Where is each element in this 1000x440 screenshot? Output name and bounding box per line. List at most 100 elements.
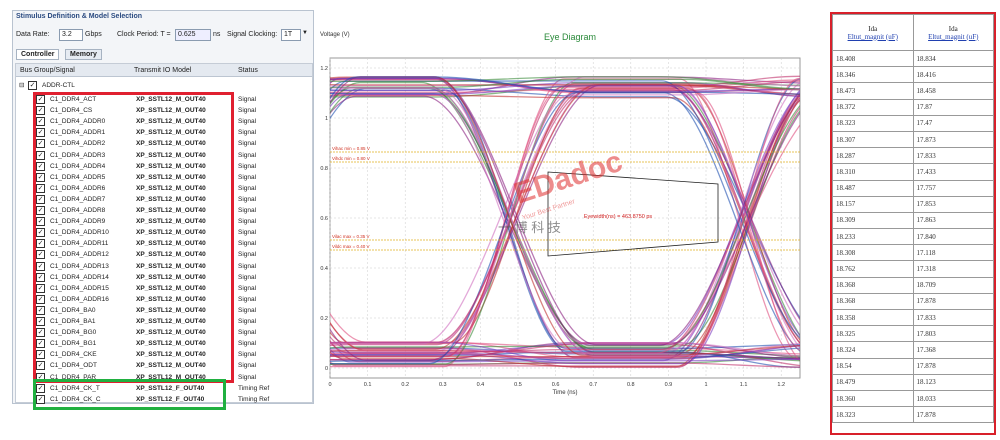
io-model: XP_SSTL12_M_OUT40: [136, 229, 206, 237]
table-row: 18.323 17.878: [832, 406, 994, 424]
checkbox[interactable]: ✓: [36, 95, 45, 104]
checkbox[interactable]: ✓: [36, 161, 45, 171]
checkbox[interactable]: ✓: [36, 305, 45, 315]
data-rate-input[interactable]: 3.2: [59, 29, 83, 41]
trace: [330, 92, 800, 365]
cell: 17.87: [912, 98, 994, 116]
cell: 18.473: [832, 82, 914, 100]
checkbox[interactable]: ✓: [36, 150, 45, 160]
checkbox[interactable]: ✓: [36, 394, 45, 404]
signal-row: ✓ C1_DDR4_ADDR6 XP_SSTL12_M_OUT40 Signal: [16, 183, 314, 194]
status: Signal: [238, 295, 257, 303]
cell: 18.324: [832, 341, 914, 359]
signal-row: ✓ C1_DDR4_BG0 XP_SSTL12_M_OUT40 Signal: [16, 327, 314, 338]
checkbox[interactable]: ✓: [36, 250, 45, 260]
tab[interactable]: Memory: [65, 49, 102, 60]
table-row: 18.325 17.803: [832, 325, 994, 343]
signal-name: C1_DDR4_CK_T: [50, 384, 100, 392]
cell: 17.833: [912, 308, 994, 327]
status: Timing Ref: [238, 395, 270, 403]
column-header: Ida Eltut_magnit (uF): [912, 14, 994, 51]
signal-name: C1_DDR4_ADDR4: [50, 162, 106, 170]
checkbox[interactable]: ✓: [36, 206, 45, 215]
table-row: 18.368 17.878: [832, 292, 994, 311]
checkbox[interactable]: ✓: [36, 228, 45, 238]
cell: 18.307: [832, 130, 914, 149]
status: Signal: [238, 251, 257, 259]
table-header: Bus Group/Signal Transmit IO Model Statu…: [16, 64, 312, 77]
checkbox[interactable]: ✓: [36, 272, 45, 282]
cell: 18.709: [912, 276, 994, 294]
clocking-select[interactable]: 1T: [281, 29, 301, 41]
checkbox[interactable]: ✓: [36, 294, 45, 304]
checkbox[interactable]: ✓: [36, 217, 45, 227]
checkbox[interactable]: ✓: [36, 194, 45, 204]
trace: [330, 84, 800, 361]
checkbox[interactable]: ✓: [36, 106, 45, 116]
status: Signal: [238, 207, 257, 214]
y-tick-label: 1.2: [320, 66, 328, 72]
signal-name: C1_DDR4_ADDR9: [50, 218, 106, 226]
checkbox[interactable]: ✓: [36, 261, 45, 271]
table-row: 18.346 18.416: [832, 66, 994, 84]
signal-name: C1_DDR4_ADDR1: [50, 129, 106, 137]
signal-name: C1_DDR4_ADDR0: [50, 118, 106, 126]
signal-name: C1_DDR4_CKE: [50, 351, 97, 359]
cell: 18.834: [912, 49, 994, 68]
io-model: XP_SSTL12_M_OUT40: [136, 262, 206, 270]
signal-row: ✓ C1_DDR4_ADDR2 XP_SSTL12_M_OUT40 Signal: [16, 138, 314, 149]
header-row: Ida Eltut_magnit (uF) Ida Eltut_magnit (uF): [832, 14, 994, 51]
header-text: Ida: [868, 24, 878, 33]
checkbox[interactable]: ✓: [36, 139, 45, 149]
checkbox[interactable]: ✓: [36, 283, 45, 293]
label: Signal Clocking:: [227, 31, 278, 38]
cell: 17.853: [912, 195, 994, 213]
x-tick-label: 1: [704, 382, 707, 388]
trace: [330, 341, 800, 362]
io-model: XP_SSTL12_M_OUT40: [136, 107, 206, 115]
checkbox[interactable]: ✓: [36, 239, 45, 249]
status: Signal: [238, 195, 257, 203]
trace: [330, 89, 800, 344]
checkbox[interactable]: ✓: [36, 328, 45, 338]
clock-period-input[interactable]: 0.625: [175, 29, 211, 41]
io-model: XP_SSTL12_F_OUT40: [136, 395, 205, 403]
x-tick-label: 0.8: [627, 382, 635, 388]
trace: [330, 97, 800, 367]
status: Signal: [238, 240, 257, 248]
checkbox[interactable]: ✓: [36, 117, 45, 127]
dropdown-arrow[interactable]: ▼: [302, 30, 308, 36]
status: Signal: [238, 218, 257, 226]
checkbox[interactable]: ✓: [36, 383, 45, 393]
checkbox[interactable]: ✓: [36, 361, 45, 371]
io-model: XP_SSTL12_M_OUT40: [136, 162, 206, 170]
signal-row: ✓ C1_DDR4_CK_C XP_SSTL12_F_OUT40 Timing Ref: [16, 394, 314, 405]
cell: 18.157: [832, 195, 914, 213]
checkbox[interactable]: ✓: [36, 339, 45, 349]
checkbox[interactable]: ✓: [36, 350, 45, 360]
io-model: XP_SSTL12_M_OUT40: [136, 184, 206, 192]
checkbox[interactable]: ✓: [36, 172, 45, 182]
cell: 18.54: [832, 357, 914, 375]
status: Signal: [238, 140, 257, 148]
threshold-label: Vihac min = 0.85 V: [332, 146, 370, 151]
signal-name: C1_DDR4_ADDR10: [50, 229, 109, 237]
io-model: XP_SSTL12_M_OUT40: [136, 251, 206, 259]
x-tick-label: 0.7: [589, 382, 597, 388]
tab[interactable]: Controller: [16, 49, 60, 60]
status: Signal: [238, 262, 257, 270]
signal-row: ✓ C1_DDR4_ADDR12 XP_SSTL12_M_OUT40 Signal: [16, 249, 314, 260]
trace: [330, 76, 800, 356]
checkbox[interactable]: ✓: [36, 183, 45, 193]
x-tick-label: 0.5: [514, 382, 522, 388]
io-model: XP_SSTL12_M_OUT40: [136, 273, 206, 281]
signal-name: C1_DDR4_CS: [50, 107, 93, 115]
table-row: 18.308 17.118: [832, 244, 994, 262]
checkbox[interactable]: ✓: [36, 128, 45, 138]
trace: [330, 93, 800, 347]
table-row: 18.287 17.833: [832, 147, 994, 165]
checkbox[interactable]: ✓: [36, 317, 45, 326]
trace: [330, 79, 800, 357]
cell: 18.346: [832, 66, 914, 84]
cell: 18.323: [832, 406, 914, 424]
